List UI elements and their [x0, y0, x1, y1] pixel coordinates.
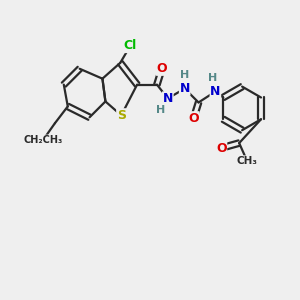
Text: N: N — [210, 85, 220, 98]
Text: S: S — [117, 109, 126, 122]
Text: N: N — [179, 82, 190, 95]
Text: CH₃: CH₃ — [237, 156, 258, 166]
Text: O: O — [216, 142, 226, 154]
Text: H: H — [156, 105, 166, 116]
Text: Cl: Cl — [124, 40, 137, 52]
Text: O: O — [188, 112, 199, 125]
Text: N: N — [163, 92, 173, 105]
Text: O: O — [157, 62, 167, 75]
Text: H: H — [180, 70, 189, 80]
Text: H: H — [208, 73, 217, 83]
Text: CH₂CH₃: CH₂CH₃ — [23, 135, 63, 145]
